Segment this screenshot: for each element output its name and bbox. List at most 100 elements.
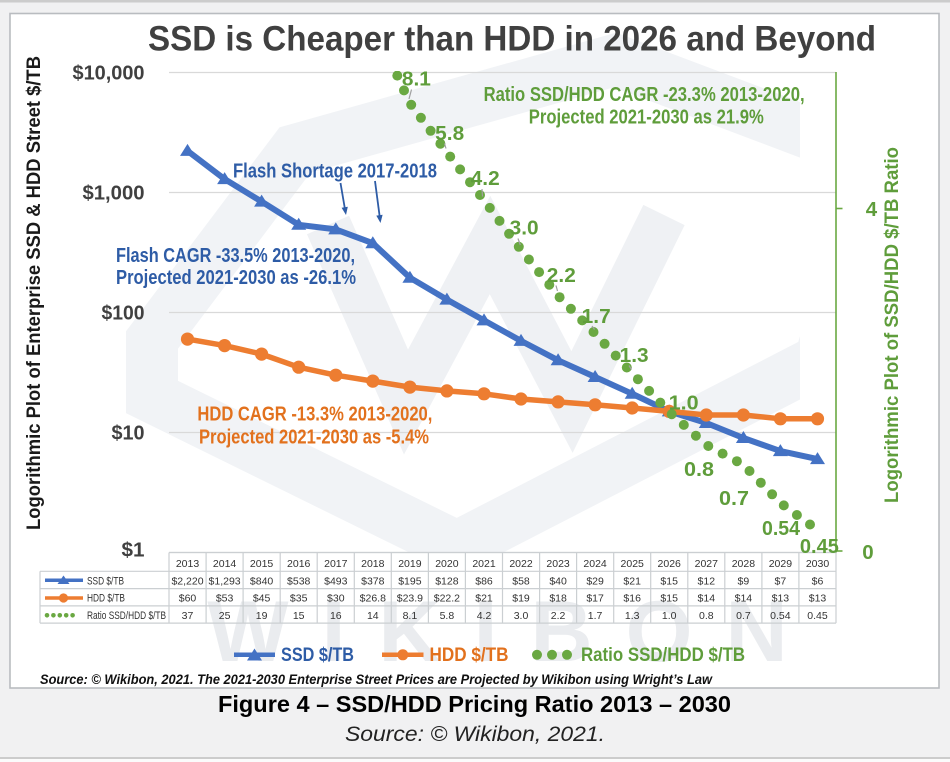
- svg-text:$23.9: $23.9: [397, 593, 423, 605]
- svg-text:$7: $7: [775, 576, 787, 588]
- svg-text:Logorithmic Plot of Enterprise: Logorithmic Plot of Enterprise SSD & HDD…: [24, 56, 45, 530]
- svg-text:Flash Shortage 2017-2018: Flash Shortage 2017-2018: [233, 161, 437, 183]
- svg-text:3.0: 3.0: [514, 610, 529, 622]
- svg-text:$1,000: $1,000: [83, 182, 145, 204]
- svg-text:Ratio SSD/HDD $/TB: Ratio SSD/HDD $/TB: [87, 610, 166, 622]
- svg-text:$17: $17: [586, 593, 604, 605]
- svg-text:$86: $86: [475, 576, 493, 588]
- svg-text:1.0: 1.0: [662, 610, 677, 622]
- svg-text:2014: 2014: [213, 558, 237, 570]
- svg-text:$40: $40: [549, 576, 567, 588]
- svg-text:Figure 4 – SSD/HDD Pricing Rat: Figure 4 – SSD/HDD Pricing Ratio 2013 – …: [218, 691, 731, 717]
- svg-text:0.54: 0.54: [770, 610, 791, 622]
- svg-text:Source: © Wikibon, 2021. The 2: Source: © Wikibon, 2021. The 2021-2030 E…: [40, 671, 713, 687]
- svg-text:8.1: 8.1: [402, 69, 431, 91]
- svg-text:SSD is Cheaper than HDD in 202: SSD is Cheaper than HDD in 2026 and Beyo…: [148, 20, 876, 59]
- svg-text:HDD $/TB: HDD $/TB: [430, 644, 509, 666]
- svg-text:Projected 2021-2030 as 21.9%: Projected 2021-2030 as 21.9%: [529, 107, 764, 129]
- svg-text:2018: 2018: [361, 558, 385, 570]
- svg-text:2019: 2019: [398, 558, 422, 570]
- svg-text:SSD $/TB: SSD $/TB: [87, 576, 124, 588]
- svg-text:0.7: 0.7: [736, 610, 751, 622]
- svg-text:2029: 2029: [769, 558, 793, 570]
- svg-text:$10: $10: [112, 422, 145, 444]
- svg-text:$100: $100: [102, 302, 145, 324]
- svg-text:$1,293: $1,293: [209, 576, 241, 588]
- svg-text:Ratio SSD/HDD CAGR -23.3% 2013: Ratio SSD/HDD CAGR -23.3% 2013-2020,: [484, 84, 805, 106]
- svg-text:15: 15: [293, 610, 305, 622]
- svg-text:2025: 2025: [621, 558, 645, 570]
- svg-text:2015: 2015: [250, 558, 274, 570]
- svg-text:19: 19: [256, 610, 268, 622]
- svg-text:1.7: 1.7: [588, 610, 603, 622]
- svg-text:$15: $15: [660, 593, 678, 605]
- svg-text:0.45: 0.45: [807, 610, 828, 622]
- svg-text:2.2: 2.2: [551, 610, 566, 622]
- svg-text:$14: $14: [735, 593, 753, 605]
- svg-text:$10,000: $10,000: [73, 62, 145, 84]
- svg-text:$18: $18: [549, 593, 567, 605]
- svg-text:$60: $60: [179, 593, 197, 605]
- svg-text:0.8: 0.8: [699, 610, 714, 622]
- svg-text:$1: $1: [122, 539, 145, 561]
- svg-text:8.1: 8.1: [403, 610, 418, 622]
- svg-text:1.3: 1.3: [625, 610, 640, 622]
- svg-text:14: 14: [367, 610, 379, 622]
- svg-text:0: 0: [862, 541, 873, 564]
- svg-text:$45: $45: [253, 593, 271, 605]
- svg-text:0.7: 0.7: [719, 488, 749, 510]
- svg-text:$14: $14: [698, 593, 716, 605]
- svg-text:1.7: 1.7: [582, 306, 611, 328]
- svg-text:$53: $53: [216, 593, 234, 605]
- svg-text:2030: 2030: [806, 558, 830, 570]
- svg-text:$195: $195: [398, 576, 422, 588]
- svg-text:Projected 2021-2030 as -5.4%: Projected 2021-2030 as -5.4%: [199, 427, 429, 449]
- svg-text:$840: $840: [250, 576, 274, 588]
- svg-text:16: 16: [330, 610, 342, 622]
- svg-text:$16: $16: [623, 593, 641, 605]
- svg-text:$30: $30: [327, 593, 345, 605]
- svg-text:2023: 2023: [546, 558, 570, 570]
- svg-text:$26.8: $26.8: [360, 593, 386, 605]
- svg-text:1.3: 1.3: [620, 345, 649, 367]
- svg-text:0.54: 0.54: [762, 518, 801, 540]
- svg-text:0.45: 0.45: [800, 536, 839, 558]
- svg-text:4.2: 4.2: [477, 610, 492, 622]
- svg-text:$21: $21: [475, 593, 493, 605]
- svg-text:2.2: 2.2: [547, 265, 576, 287]
- svg-text:37: 37: [182, 610, 194, 622]
- svg-text:HDD $/TB: HDD $/TB: [87, 593, 125, 605]
- svg-text:$21: $21: [623, 576, 641, 588]
- svg-text:Ratio SSD/HDD $/TB: Ratio SSD/HDD $/TB: [581, 644, 745, 666]
- svg-text:2020: 2020: [435, 558, 459, 570]
- svg-text:3.0: 3.0: [510, 218, 539, 240]
- svg-text:2016: 2016: [287, 558, 311, 570]
- svg-text:$13: $13: [809, 593, 827, 605]
- svg-text:Flash CAGR -33.5% 2013-2020,: Flash CAGR -33.5% 2013-2020,: [116, 245, 355, 267]
- svg-text:$128: $128: [435, 576, 459, 588]
- svg-text:$9: $9: [738, 576, 750, 588]
- svg-text:Logorithmic Plot of SSD/HDD $/: Logorithmic Plot of SSD/HDD $/TB Ratio: [882, 147, 903, 503]
- svg-text:2024: 2024: [583, 558, 607, 570]
- svg-text:Source: © Wikibon, 2021.: Source: © Wikibon, 2021.: [345, 723, 605, 746]
- svg-text:$19: $19: [512, 593, 530, 605]
- svg-text:2021: 2021: [472, 558, 496, 570]
- svg-text:$35: $35: [290, 593, 308, 605]
- svg-text:5.8: 5.8: [435, 123, 464, 145]
- svg-text:$378: $378: [361, 576, 385, 588]
- svg-text:SSD $/TB: SSD $/TB: [281, 644, 354, 666]
- svg-text:HDD CAGR -13.3% 2013-2020,: HDD CAGR -13.3% 2013-2020,: [197, 404, 432, 426]
- svg-text:$2,220: $2,220: [171, 576, 203, 588]
- svg-text:$13: $13: [772, 593, 790, 605]
- svg-text:$58: $58: [512, 576, 530, 588]
- svg-text:4.2: 4.2: [471, 168, 500, 190]
- svg-text:2017: 2017: [324, 558, 348, 570]
- svg-text:2028: 2028: [732, 558, 756, 570]
- svg-text:5.8: 5.8: [440, 610, 455, 622]
- svg-text:$493: $493: [324, 576, 348, 588]
- svg-text:0.8: 0.8: [684, 459, 714, 481]
- svg-text:2026: 2026: [658, 558, 682, 570]
- svg-text:$15: $15: [660, 576, 678, 588]
- svg-text:$22.2: $22.2: [434, 593, 460, 605]
- svg-text:25: 25: [219, 610, 231, 622]
